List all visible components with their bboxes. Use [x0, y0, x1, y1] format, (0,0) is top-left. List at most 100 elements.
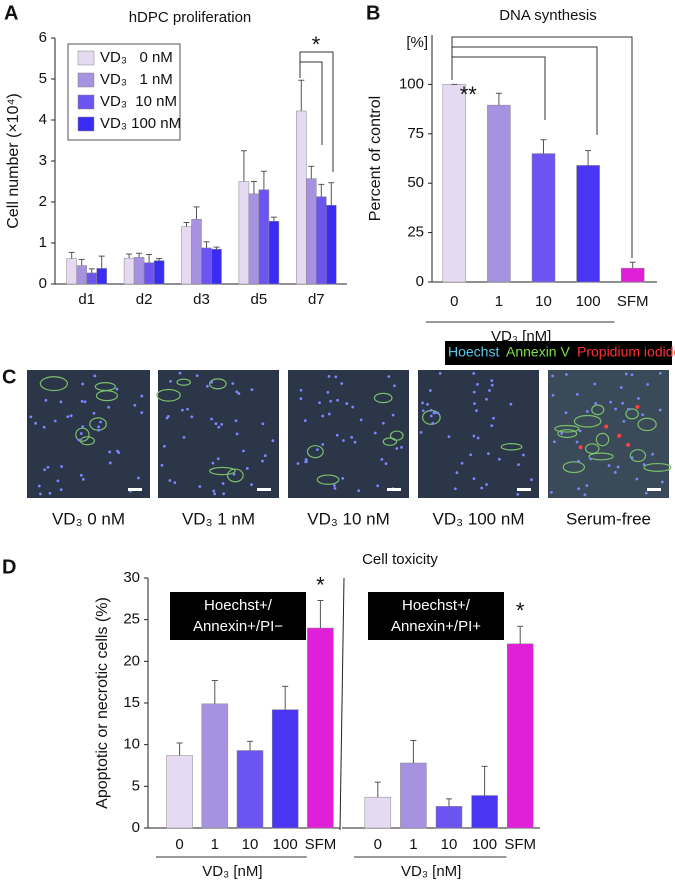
bar	[364, 796, 392, 829]
nucleus	[395, 447, 399, 450]
bar	[201, 703, 229, 829]
nucleus	[353, 440, 357, 444]
cell	[643, 462, 672, 472]
nucleus	[235, 432, 239, 436]
bar	[531, 153, 556, 283]
cell	[591, 404, 605, 416]
stain-label: Annexin V	[506, 344, 570, 360]
y-tick-label: 5	[132, 777, 140, 794]
significance: *	[516, 598, 525, 623]
bar	[487, 104, 511, 283]
error-bar	[136, 252, 143, 258]
error-bar	[270, 216, 277, 222]
error-bar	[540, 139, 547, 154]
error-bar	[213, 246, 220, 250]
error-bar	[410, 740, 417, 763]
cell	[209, 378, 227, 390]
nucleus	[594, 402, 598, 405]
nucleus	[350, 435, 354, 439]
bar	[296, 110, 307, 285]
nucleus	[381, 421, 385, 425]
cell	[595, 432, 610, 447]
nucleus	[641, 413, 645, 417]
error-bar	[68, 251, 75, 259]
nucleus	[326, 391, 330, 394]
panel-label: B	[366, 2, 380, 24]
error-bar	[517, 625, 524, 644]
significance: *	[312, 32, 321, 57]
nucleus	[212, 489, 216, 493]
nucleus	[222, 492, 226, 496]
nucleus	[564, 411, 568, 415]
nucleus	[321, 443, 325, 446]
nucleus	[108, 461, 112, 465]
nucleus	[80, 399, 84, 403]
y-tick-label: 50	[407, 174, 424, 191]
nucleus	[473, 402, 476, 406]
x-tick-label: 0	[175, 836, 183, 853]
nucleus	[97, 425, 100, 429]
y-tick-label: 15	[123, 694, 140, 711]
nucleus	[438, 371, 442, 375]
nucleus	[488, 389, 491, 392]
nucleus	[79, 432, 83, 435]
error-bar	[247, 740, 253, 751]
nucleus	[42, 425, 46, 429]
x-tick-label: 10	[535, 293, 552, 310]
y-tick-label: 4	[39, 111, 47, 128]
nucleus	[53, 419, 57, 423]
cell	[557, 429, 578, 439]
bar	[400, 762, 427, 829]
nucleus	[34, 421, 37, 425]
nucleus	[431, 421, 435, 425]
error-bar	[260, 170, 267, 190]
nucleus	[577, 459, 581, 463]
nucleus	[214, 422, 218, 425]
nucleus	[237, 392, 241, 395]
error-bar	[481, 765, 488, 796]
nucleus	[429, 408, 433, 412]
annotation-text: Hoechst+/	[402, 597, 471, 614]
nucleus	[296, 462, 300, 465]
y-axis-label: Apoptotic or necrotic cells (%)	[94, 597, 111, 809]
y-tick-label: 0	[39, 275, 47, 292]
nucleus	[485, 483, 488, 486]
nucleus	[516, 492, 520, 496]
nucleus	[609, 400, 613, 404]
nucleus	[77, 438, 81, 442]
annotation-text: Annexin+/PI+	[391, 618, 481, 635]
cell	[209, 466, 236, 476]
nucleus	[460, 461, 464, 465]
y-tick-label: 75	[407, 125, 424, 142]
nucleus	[530, 478, 533, 482]
nucleus	[432, 411, 436, 415]
bar	[471, 795, 498, 829]
nucleus	[316, 448, 319, 452]
nucleus	[642, 463, 646, 466]
x-tick-label: 1	[211, 836, 219, 853]
nucleus	[137, 476, 140, 480]
bar	[435, 806, 463, 829]
x-tick-label: 10	[441, 836, 458, 853]
bar	[316, 196, 327, 285]
cell	[629, 449, 647, 463]
nucleus	[619, 386, 623, 389]
nucleus	[327, 412, 331, 416]
nucleus	[221, 482, 225, 485]
nucleus	[575, 440, 579, 444]
pi-cell	[635, 404, 640, 409]
nucleus	[335, 433, 339, 437]
cell	[389, 430, 404, 441]
nucleus	[327, 374, 331, 378]
nucleus	[245, 467, 249, 470]
y-tick-label: 5	[39, 70, 47, 87]
pi-cell	[626, 442, 631, 447]
nucleus	[213, 492, 217, 496]
bar	[238, 181, 250, 285]
nucleus	[169, 379, 172, 383]
nucleus	[59, 488, 63, 492]
panel-label: A	[4, 2, 18, 24]
stain-label: Propidium iodide	[577, 344, 675, 360]
x-tick-label: d2	[136, 291, 153, 308]
nucleus	[81, 478, 85, 481]
